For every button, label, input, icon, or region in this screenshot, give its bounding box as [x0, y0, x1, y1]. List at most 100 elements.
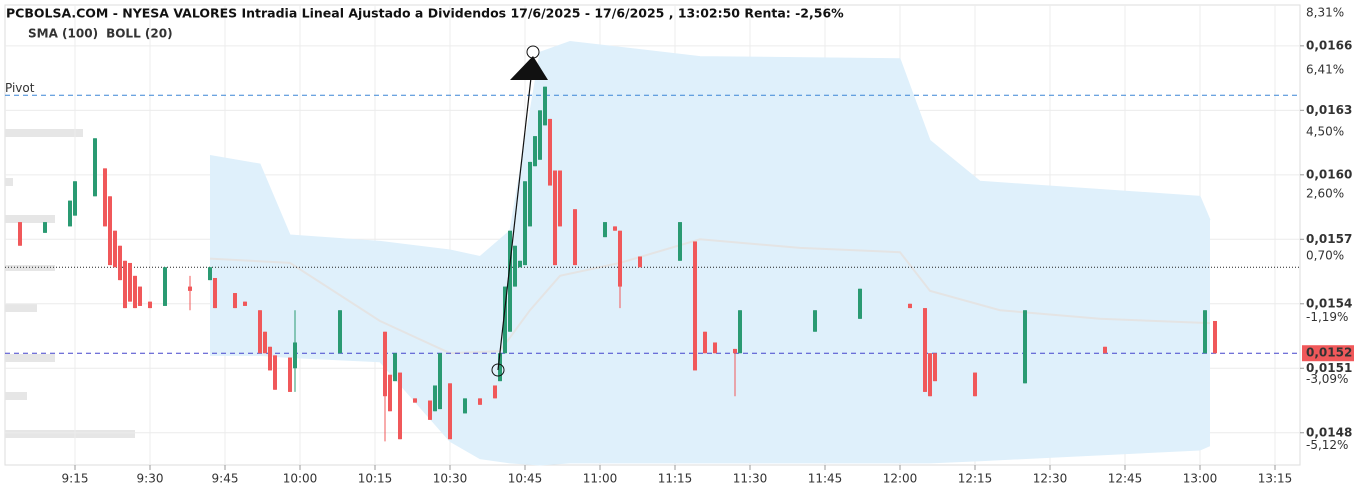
foreground-layer: [18, 45, 1304, 470]
profile-bar: [5, 178, 13, 186]
candle-body: [603, 222, 607, 238]
candle-body: [233, 293, 237, 309]
candle-body: [243, 301, 247, 306]
candle-body: [1103, 346, 1107, 354]
y2-tick-label: -3,09%: [1306, 372, 1348, 386]
candle-body: [93, 138, 97, 197]
x-tick-label: 9:45: [212, 472, 239, 486]
anchor-point: [491, 363, 505, 377]
candle-body: [68, 200, 72, 227]
candle-body: [188, 286, 192, 291]
candle-body: [123, 260, 127, 309]
profile-bar: [5, 215, 55, 223]
candle-body: [478, 398, 482, 405]
candle-body: [73, 181, 77, 216]
candle-body: [383, 331, 387, 397]
arrow-head: [510, 56, 548, 80]
candle-body: [703, 331, 707, 354]
candle-body: [113, 230, 117, 268]
candle-body: [448, 383, 452, 440]
x-tick-label: 12:15: [958, 472, 993, 486]
x-tick-label: 11:45: [808, 472, 843, 486]
candle-body: [438, 353, 442, 410]
candle-body: [338, 310, 342, 354]
x-tick-label: 12:00: [883, 472, 918, 486]
candle-body: [263, 331, 267, 354]
candle-body: [108, 196, 112, 266]
x-tick-label: 13:15: [1258, 472, 1293, 486]
candle-body: [463, 398, 467, 414]
candle-body: [523, 181, 527, 266]
x-tick-label: 10:30: [433, 472, 468, 486]
candle-body: [208, 267, 212, 281]
candle-body: [713, 342, 717, 354]
y2-tick-label: -5,12%: [1306, 438, 1348, 452]
trend-annotation: [491, 45, 548, 377]
legend-entry: SMA (100): [28, 27, 98, 41]
candle-body: [928, 353, 932, 397]
candle-body: [288, 357, 292, 392]
y-tick-label: 0,0160: [1306, 167, 1352, 181]
candle-body: [733, 348, 737, 354]
y2-tick-label: 0,70%: [1306, 248, 1344, 262]
background-layer: [5, 5, 1300, 466]
pivot-label: Pivot: [5, 81, 35, 95]
candle-body: [543, 86, 547, 126]
candle-body: [528, 161, 532, 227]
last-price-label: 0,0152: [1306, 346, 1352, 360]
candle-body: [103, 168, 107, 227]
candle-body: [538, 110, 542, 160]
y-tick-label: 0,0163: [1306, 103, 1352, 117]
x-tick-label: 9:30: [137, 472, 164, 486]
x-tick-label: 12:30: [1033, 472, 1068, 486]
candle-body: [548, 118, 552, 186]
band-fill: [210, 41, 1210, 465]
profile-bar: [5, 354, 55, 362]
candle-body: [553, 170, 557, 266]
chart-title: PCBOLSA.COM - NYESA VALORES Intradia Lin…: [6, 6, 844, 21]
candle-body: [498, 353, 502, 382]
y2-tick-label: 6,41%: [1306, 62, 1344, 76]
volume-profile: [5, 129, 135, 438]
profile-bar: [5, 129, 83, 137]
x-tick-label: 10:15: [358, 472, 393, 486]
y2-tick-label: 4,50%: [1306, 125, 1344, 139]
profile-bar: [5, 265, 55, 271]
candle-body: [43, 222, 47, 233]
candle-body: [18, 222, 22, 246]
candle-body: [118, 245, 122, 281]
candle-body: [493, 385, 497, 399]
candle-body: [558, 170, 562, 227]
candle-body: [503, 286, 507, 354]
candle-body: [413, 398, 417, 403]
candle-body: [393, 353, 397, 382]
y2-tick-label: 2,60%: [1306, 186, 1344, 200]
candle-body: [268, 346, 272, 371]
candle-body: [1213, 320, 1217, 354]
candle-body: [433, 385, 437, 412]
candle-body: [858, 288, 862, 319]
candle-body: [678, 222, 682, 261]
x-tick-label: 9:15: [62, 472, 89, 486]
candle-body: [428, 400, 432, 420]
candle-body: [973, 372, 977, 397]
candle-body: [133, 275, 137, 309]
candle-body: [258, 310, 262, 354]
candle-body: [148, 301, 152, 309]
x-tick-label: 11:30: [733, 472, 768, 486]
last-price-box: [1302, 345, 1354, 362]
candle-body: [923, 308, 927, 392]
candle-body: [908, 303, 912, 309]
candle-body: [613, 226, 617, 231]
trend-line: [497, 59, 534, 371]
candle-body: [1023, 310, 1027, 384]
profile-bar: [5, 392, 27, 400]
x-tick-label: 12:45: [1108, 472, 1143, 486]
band-upper: [209, 40, 1211, 258]
candle-body: [638, 256, 642, 268]
y2-tick-label: 8,31%: [1306, 6, 1344, 20]
candle-body: [138, 286, 142, 306]
legend-entry: BOLL (20): [106, 27, 173, 41]
candle-body: [573, 209, 577, 266]
candle-body: [933, 353, 937, 382]
